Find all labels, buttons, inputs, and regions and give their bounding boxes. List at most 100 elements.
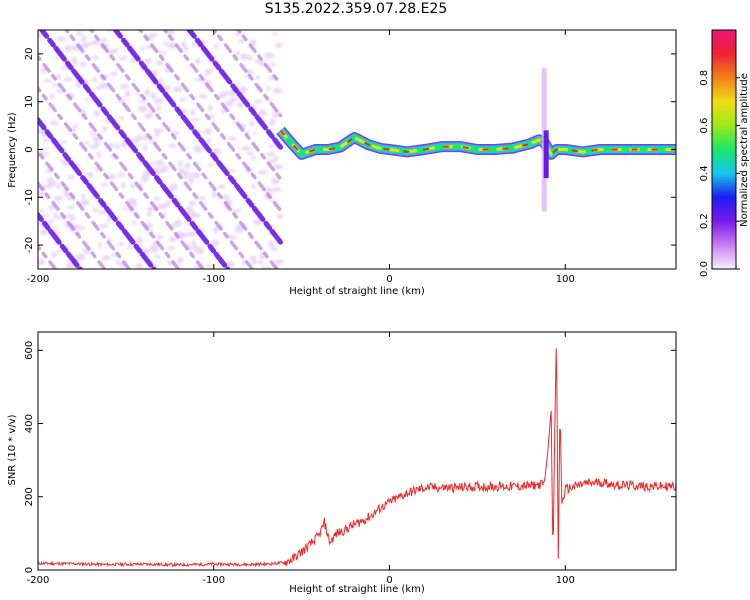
speckle-dot — [116, 259, 121, 266]
speckle-dot — [203, 128, 212, 135]
speckle-dot — [236, 101, 245, 108]
speckle-dot — [38, 191, 43, 197]
speckle-dot — [221, 194, 230, 200]
colorbar-frame — [711, 29, 737, 270]
speckle-dot — [209, 114, 215, 119]
speckle-dot — [163, 41, 169, 46]
speckle-dot — [269, 118, 277, 125]
speckle-dot — [92, 55, 100, 60]
speckle-dot — [213, 43, 219, 50]
spectrogram-ytick-label: 10 — [24, 95, 35, 108]
ridge-line — [236, 30, 283, 86]
speckle-dot — [89, 145, 100, 149]
speckle-dot — [148, 139, 157, 143]
spectrogram-xlabel: Height of straight line (km) — [289, 286, 425, 297]
speckle-dot — [62, 161, 70, 167]
ridge-line — [137, 30, 283, 213]
spectrogram-ytick-label: -10 — [24, 189, 35, 205]
speckle-dot — [204, 71, 210, 76]
speckle-dot — [255, 75, 261, 81]
speckle-dot — [66, 175, 76, 180]
speckle-dot — [52, 213, 58, 219]
speckle-dot — [253, 99, 263, 104]
ridge-line — [38, 54, 206, 269]
speckle-dot — [92, 136, 101, 142]
speckle-dot — [168, 42, 177, 50]
speckle-dot — [118, 56, 128, 61]
snr-ytick-label: 0 — [24, 567, 35, 573]
colorbar-tick-label: 0.8 — [699, 70, 710, 86]
speckle-dot — [93, 142, 101, 147]
speckle-dot — [272, 87, 283, 94]
speckle-dot — [213, 227, 219, 234]
speckle-dot — [271, 61, 276, 68]
speckle-dot — [183, 175, 189, 179]
speckle-dot — [72, 224, 83, 230]
speckle-dot — [249, 120, 255, 127]
speckle-dot — [246, 151, 254, 156]
speckle-dot — [244, 55, 253, 61]
speckle-dot — [218, 93, 225, 99]
speckle-dot — [127, 198, 137, 204]
speckle-dot — [91, 208, 99, 213]
speckle-dot — [50, 252, 58, 258]
speckle-dot — [206, 263, 212, 268]
speckle-dot — [98, 82, 109, 90]
speckle-dot — [75, 163, 81, 167]
speckle-dot — [258, 109, 267, 117]
speckle-dot — [92, 76, 98, 82]
speckle-dot — [83, 141, 90, 145]
speckle-dot — [149, 245, 159, 253]
speckle-dot — [194, 58, 201, 62]
speckle-dot — [115, 144, 120, 150]
speckle-dot — [155, 60, 165, 66]
ridge-line — [162, 30, 283, 181]
speckle-dot — [208, 104, 213, 112]
snr-line — [38, 348, 676, 568]
spectrogram-xtick-label: -200 — [27, 274, 50, 285]
ridge-line — [38, 180, 107, 269]
speckle-dot — [85, 98, 91, 102]
speckle-dot — [188, 177, 194, 184]
speckle-dot — [257, 170, 267, 175]
speckle-dot — [63, 191, 71, 199]
speckle-dot — [195, 146, 203, 151]
speckle-dot — [248, 255, 257, 260]
speckle-dot — [268, 143, 273, 149]
speckle-dot — [153, 128, 163, 134]
speckle-dot — [272, 113, 279, 118]
speckle-dot — [100, 37, 108, 42]
colorbar-tick-label: 0.6 — [699, 118, 710, 134]
speckle-dot — [75, 31, 83, 36]
speckle-dot — [224, 100, 230, 107]
speckle-dot — [154, 132, 160, 137]
speckle-dot — [48, 205, 56, 211]
speckle-dot — [185, 206, 193, 211]
colorbar-gradient — [712, 30, 736, 269]
speckle-dot — [55, 249, 65, 253]
speckle-dot — [79, 61, 87, 68]
speckle-dot — [252, 131, 258, 135]
ridge-line — [38, 148, 132, 269]
page-title: S135.2022.359.07.28.E25 — [264, 1, 448, 17]
speckle-dot — [63, 77, 74, 82]
speckle-dot — [235, 81, 240, 86]
speckle-dot — [38, 258, 45, 265]
speckle-dot — [112, 48, 119, 53]
speckle-dot — [143, 134, 148, 141]
speckle-dot — [191, 41, 197, 48]
colorbar: 0.0 0.2 0.4 0.6 0.8 Normalized spectral ampl… — [699, 29, 750, 277]
speckle-dot — [241, 145, 251, 151]
speckle-dot — [97, 210, 107, 215]
ridge-line — [64, 30, 255, 269]
speckle-dot — [273, 164, 284, 170]
speckle-dot — [81, 193, 86, 200]
speckle-dot — [178, 98, 187, 102]
speckle-dot — [39, 229, 49, 235]
speckle-dot — [228, 100, 234, 107]
speckle-dot — [238, 38, 246, 44]
speckle-dot — [187, 211, 196, 216]
